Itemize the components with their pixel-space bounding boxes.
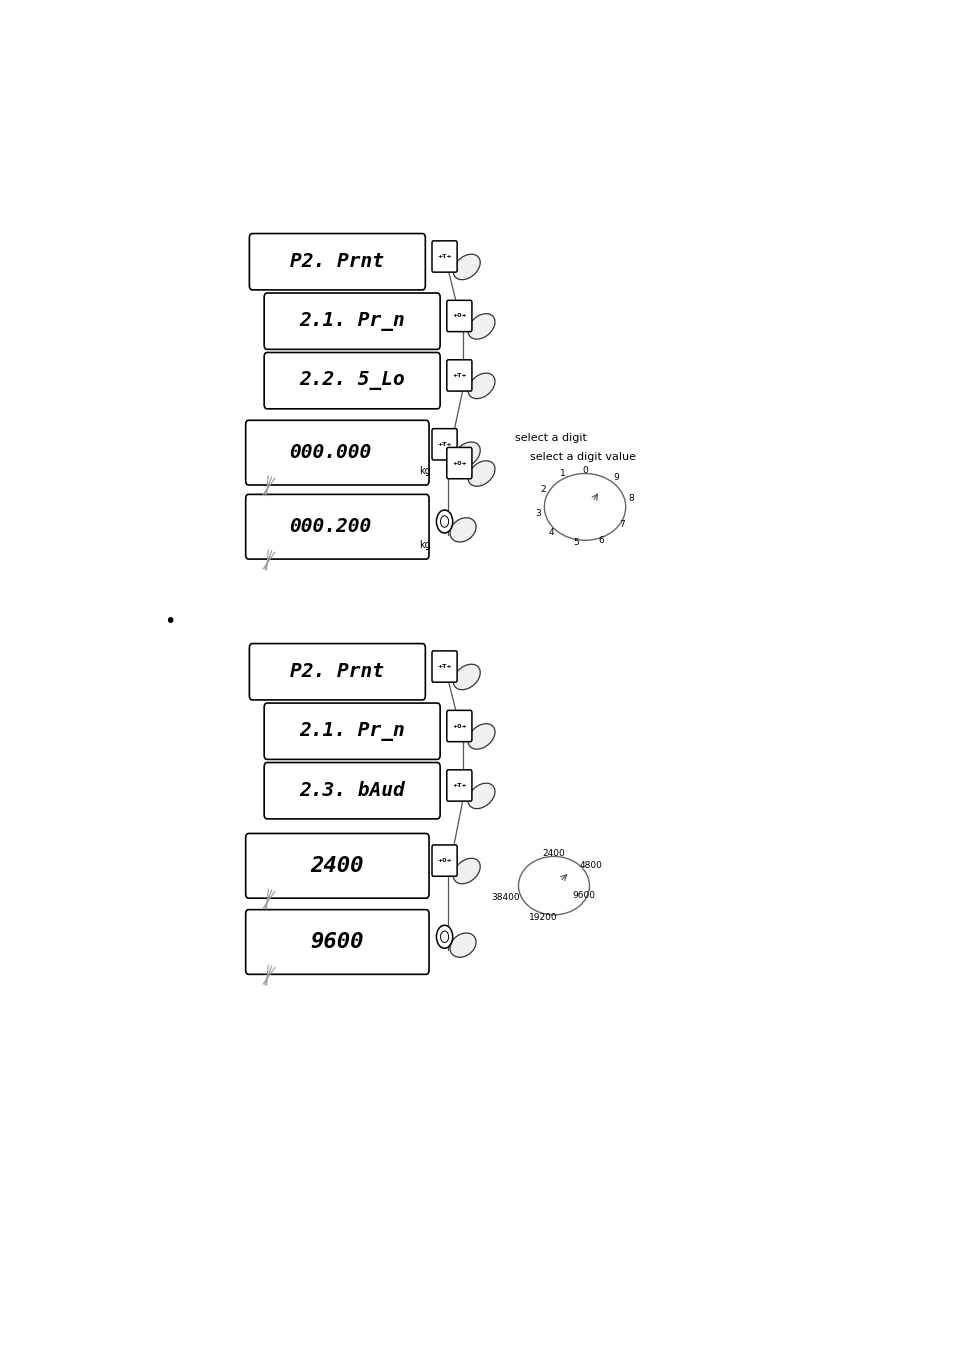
- Text: kg: kg: [418, 539, 430, 550]
- FancyBboxPatch shape: [249, 233, 425, 290]
- FancyBboxPatch shape: [264, 293, 439, 350]
- Text: 000.200: 000.200: [289, 518, 371, 537]
- Text: +0+: +0+: [452, 724, 466, 729]
- Text: 2.1. Pr_n: 2.1. Pr_n: [299, 722, 405, 741]
- Ellipse shape: [453, 858, 479, 883]
- Text: +0+: +0+: [452, 461, 466, 466]
- Circle shape: [440, 516, 448, 527]
- Ellipse shape: [468, 724, 495, 749]
- FancyBboxPatch shape: [446, 301, 472, 332]
- Text: P2. Prnt: P2. Prnt: [290, 663, 384, 682]
- Text: 38400: 38400: [491, 893, 519, 901]
- Text: 2: 2: [540, 485, 546, 493]
- Text: 9600: 9600: [572, 890, 595, 900]
- Text: +T+: +T+: [436, 253, 452, 259]
- FancyBboxPatch shape: [246, 909, 429, 974]
- Ellipse shape: [468, 783, 495, 809]
- Text: 6: 6: [598, 535, 603, 545]
- Text: 3: 3: [535, 508, 540, 518]
- Ellipse shape: [453, 442, 479, 467]
- FancyBboxPatch shape: [446, 710, 472, 741]
- FancyBboxPatch shape: [249, 644, 425, 701]
- Text: 19200: 19200: [528, 913, 557, 923]
- Circle shape: [440, 931, 448, 943]
- Text: 2.3. bAud: 2.3. bAud: [299, 782, 405, 801]
- FancyBboxPatch shape: [264, 352, 439, 409]
- FancyBboxPatch shape: [432, 846, 456, 877]
- FancyBboxPatch shape: [246, 495, 429, 560]
- Ellipse shape: [453, 255, 479, 279]
- Text: +T+: +T+: [436, 664, 452, 669]
- Text: +0+: +0+: [436, 858, 452, 863]
- Ellipse shape: [468, 373, 495, 398]
- Text: 000.000: 000.000: [289, 443, 371, 462]
- FancyBboxPatch shape: [432, 241, 456, 272]
- Text: select a digit value: select a digit value: [529, 451, 635, 462]
- Text: 2.1. Pr_n: 2.1. Pr_n: [299, 312, 405, 331]
- Text: 7: 7: [618, 520, 624, 530]
- FancyBboxPatch shape: [264, 763, 439, 818]
- Ellipse shape: [468, 313, 495, 339]
- Circle shape: [436, 925, 453, 948]
- Ellipse shape: [453, 664, 479, 690]
- Text: +0+: +0+: [452, 313, 466, 318]
- Text: kg: kg: [418, 466, 430, 476]
- Text: 9: 9: [613, 473, 618, 482]
- Text: +T+: +T+: [452, 783, 466, 789]
- FancyBboxPatch shape: [432, 428, 456, 459]
- Text: 4: 4: [548, 528, 554, 538]
- Text: 8: 8: [628, 495, 634, 503]
- Text: select a digit: select a digit: [515, 434, 586, 443]
- FancyBboxPatch shape: [432, 650, 456, 682]
- Ellipse shape: [450, 934, 476, 957]
- Text: +T+: +T+: [452, 373, 466, 378]
- Text: 5: 5: [573, 538, 578, 547]
- Text: 1: 1: [559, 469, 565, 478]
- Text: 0: 0: [581, 466, 587, 474]
- Text: 9600: 9600: [311, 932, 364, 953]
- FancyBboxPatch shape: [446, 770, 472, 801]
- FancyBboxPatch shape: [446, 447, 472, 478]
- Text: 2400: 2400: [311, 856, 364, 875]
- Text: +T+: +T+: [436, 442, 452, 447]
- Ellipse shape: [468, 461, 495, 486]
- Circle shape: [436, 509, 453, 533]
- Text: 2400: 2400: [542, 848, 565, 858]
- Text: 2.2. 5_Lo: 2.2. 5_Lo: [299, 371, 405, 390]
- FancyBboxPatch shape: [246, 420, 429, 485]
- Ellipse shape: [450, 518, 476, 542]
- Text: P2. Prnt: P2. Prnt: [290, 252, 384, 271]
- FancyBboxPatch shape: [264, 703, 439, 759]
- Text: 4800: 4800: [578, 862, 601, 870]
- FancyBboxPatch shape: [246, 833, 429, 898]
- FancyBboxPatch shape: [446, 360, 472, 392]
- Text: •: •: [164, 612, 175, 631]
